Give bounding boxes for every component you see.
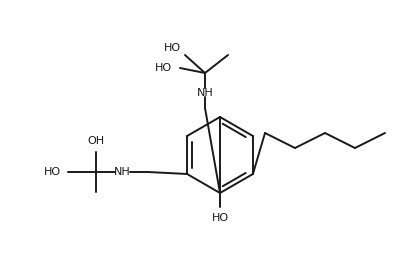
Text: NH: NH — [114, 167, 130, 177]
Text: HO: HO — [43, 167, 61, 177]
Text: HO: HO — [211, 213, 229, 223]
Text: NH: NH — [197, 88, 213, 98]
Text: OH: OH — [87, 136, 105, 146]
Text: HO: HO — [154, 63, 172, 73]
Text: HO: HO — [164, 43, 181, 53]
